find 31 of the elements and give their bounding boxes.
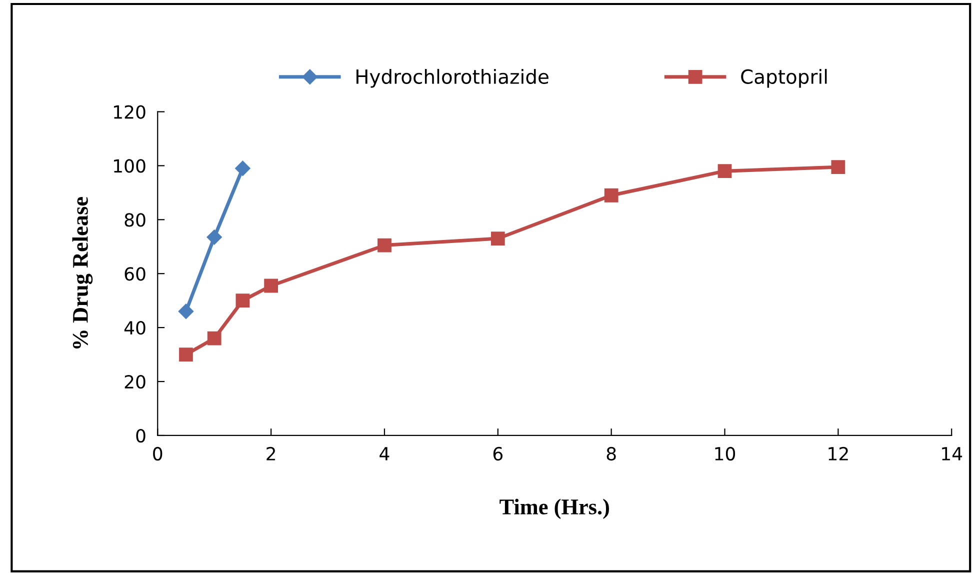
- legend-label: Hydrochlorothiazide: [356, 68, 548, 88]
- point: [179, 348, 193, 362]
- y-tick-label: 80: [124, 213, 146, 227]
- legend-label: Captopril: [741, 68, 827, 88]
- point: [178, 304, 194, 319]
- point: [264, 278, 278, 293]
- y-tick-label: 60: [124, 267, 146, 281]
- x-tick-label: 12: [828, 446, 848, 460]
- point: [718, 164, 732, 178]
- y-tick-label: 100: [114, 159, 146, 173]
- x-tick-label: 6: [493, 446, 503, 461]
- point: [378, 238, 392, 252]
- point: [236, 294, 250, 308]
- x-tick-label: 10: [715, 446, 736, 461]
- y-tick-label: 0: [136, 428, 146, 443]
- x-tick-label: 14: [942, 447, 962, 460]
- point: [490, 232, 505, 246]
- point: [207, 331, 222, 346]
- x-axis-title: Time (Hrs.): [500, 498, 609, 519]
- y-axis-title: % Drug Release: [72, 197, 93, 348]
- y-tick-label: 40: [124, 321, 146, 335]
- x-tick-label: 8: [606, 446, 616, 461]
- point: [831, 160, 846, 174]
- y-tick-label: 20: [124, 374, 146, 389]
- point: [206, 230, 222, 245]
- point: [604, 188, 618, 202]
- y-tick-label: 120: [114, 105, 146, 119]
- x-tick-label: 2: [266, 446, 275, 460]
- point: [235, 160, 250, 176]
- x-tick-label: 0: [153, 446, 162, 461]
- x-tick-label: 4: [380, 447, 390, 460]
